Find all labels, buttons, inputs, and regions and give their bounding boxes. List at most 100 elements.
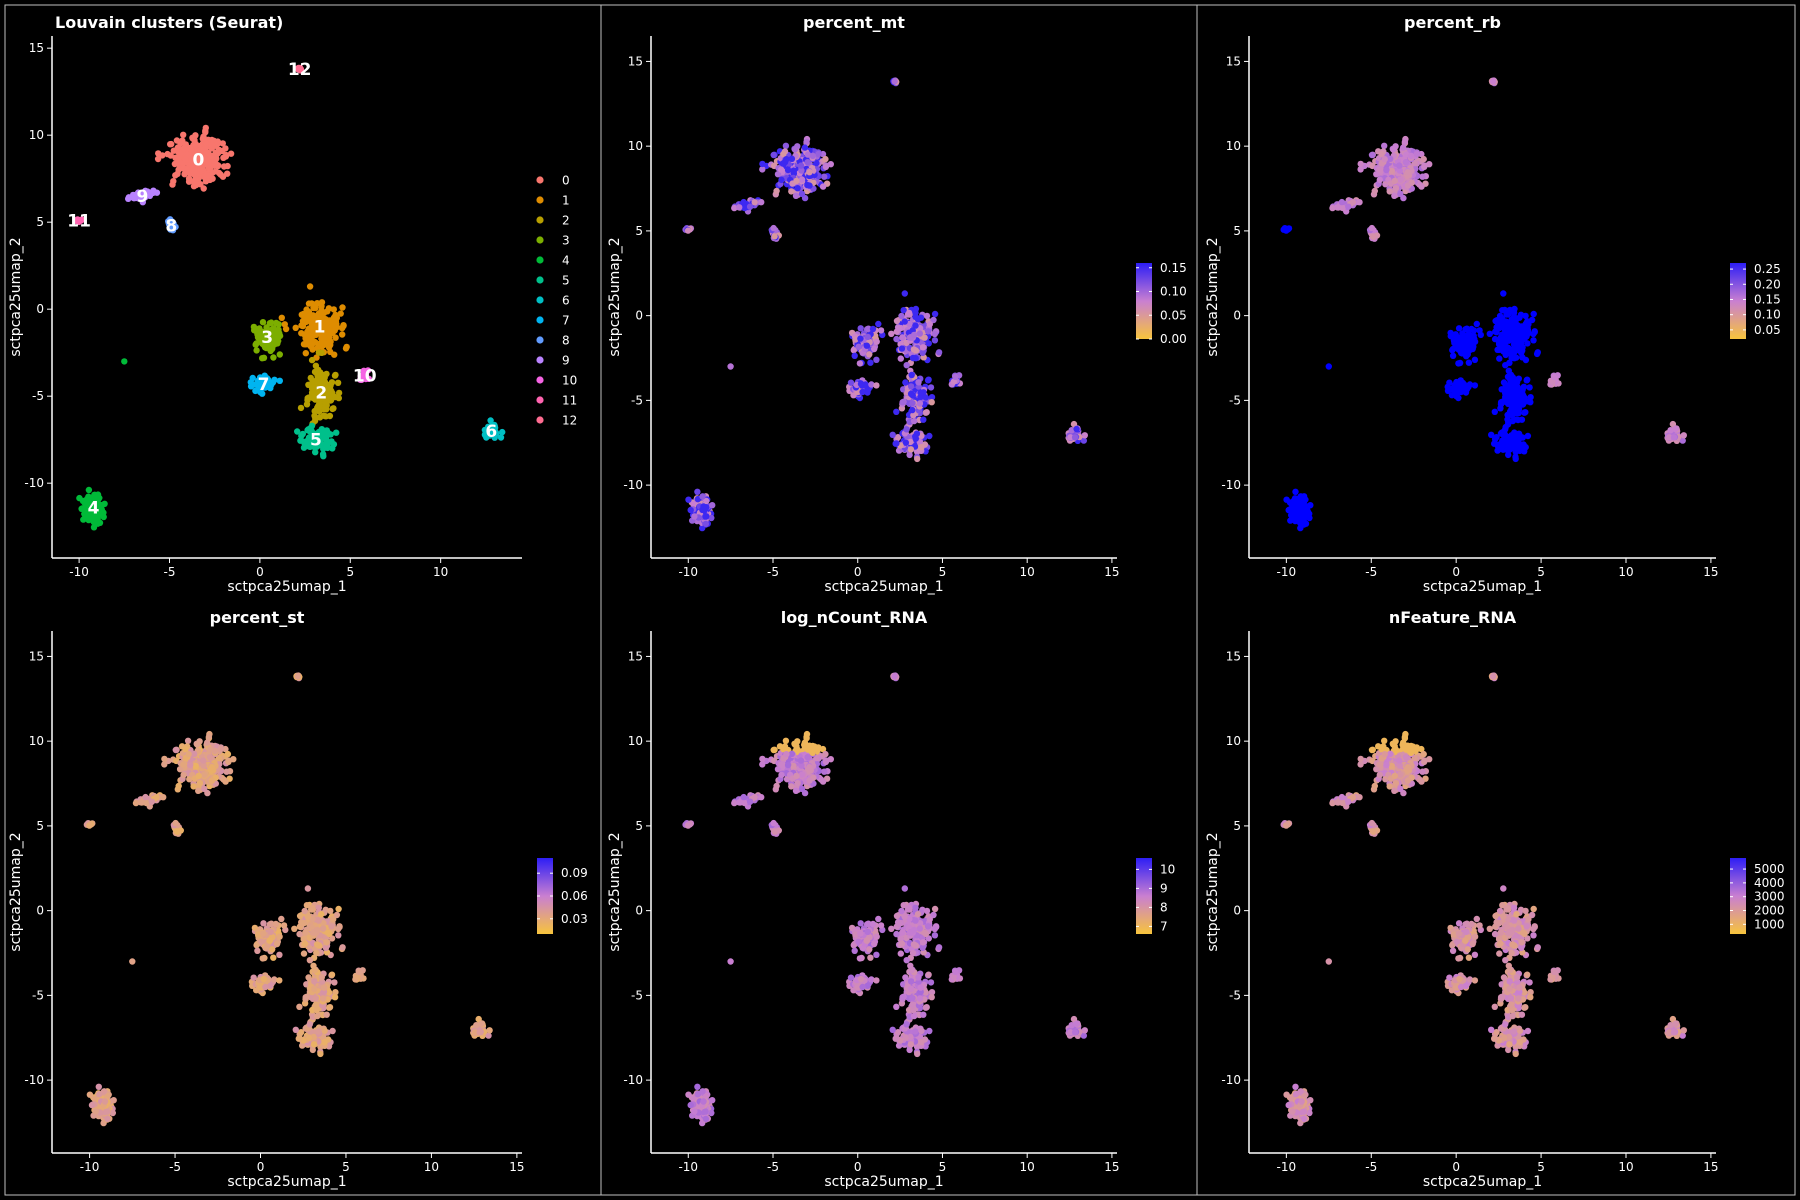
colorbar-tick-label: 0.15: [1160, 261, 1187, 275]
data-point: [1307, 502, 1314, 509]
legend-label: 1: [562, 194, 570, 208]
data-point: [266, 937, 273, 944]
legend-label: 5: [562, 274, 570, 288]
y-tick-label: -10: [623, 478, 643, 492]
data-point: [326, 412, 334, 420]
data-point: [788, 783, 795, 790]
data-point: [1081, 432, 1089, 439]
data-point: [81, 499, 88, 506]
data-point: [269, 946, 276, 953]
data-point: [1471, 356, 1479, 363]
x-tick-label: 15: [1703, 565, 1718, 579]
legend-label: 12: [562, 414, 577, 428]
data-point: [206, 754, 214, 761]
data-point: [311, 966, 319, 974]
legend-label: 10: [562, 374, 577, 388]
data-point: [1500, 379, 1508, 386]
data-point: [793, 772, 800, 780]
data-point: [856, 360, 864, 367]
data-point: [1368, 224, 1376, 232]
y-tick-label: 5: [635, 224, 643, 238]
data-point: [1515, 330, 1522, 337]
colorbar-tick-label: 0.05: [1754, 323, 1781, 337]
data-point: [782, 142, 790, 149]
data-point: [478, 1020, 485, 1028]
data-point: [1383, 166, 1390, 174]
data-point: [154, 155, 162, 163]
data-point: [223, 768, 230, 775]
data-point: [190, 783, 197, 790]
data-point: [898, 345, 906, 352]
data-point: [272, 920, 280, 928]
data-point: [325, 344, 333, 351]
data-point: [208, 764, 216, 771]
data-point: [1486, 330, 1494, 337]
x-tick-label: 5: [342, 1160, 350, 1174]
data-point: [1371, 187, 1379, 195]
colorbar-tick-label: 0.00: [1160, 332, 1187, 346]
data-point: [271, 376, 278, 383]
data-point: [205, 158, 212, 166]
data-point: [784, 166, 792, 174]
data-point: [187, 761, 194, 769]
data-point: [160, 794, 167, 801]
data-point: [893, 930, 900, 938]
data-point: [182, 156, 189, 163]
data-point: [1400, 144, 1407, 151]
data-point: [910, 331, 918, 339]
data-point: [1504, 309, 1511, 317]
x-tick-label: 15: [1104, 1160, 1119, 1174]
data-point: [212, 149, 219, 156]
data-point: [171, 160, 179, 168]
data-point: [257, 337, 264, 345]
data-point: [821, 173, 828, 180]
data-point: [736, 204, 743, 211]
data-point: [1507, 406, 1515, 414]
data-point: [928, 399, 935, 406]
data-point: [310, 1041, 318, 1048]
data-point: [899, 334, 906, 341]
data-point: [935, 349, 943, 356]
data-point: [1468, 325, 1475, 333]
data-point: [180, 771, 187, 779]
y-tick-label: 10: [29, 128, 44, 142]
data-point: [822, 163, 830, 171]
data-point: [298, 311, 305, 318]
data-point: [306, 283, 314, 290]
data-point: [192, 175, 199, 182]
data-point: [857, 380, 865, 388]
legend-label: 8: [562, 334, 570, 348]
data-point: [822, 155, 829, 163]
data-point: [1518, 349, 1525, 356]
data-point: [1456, 380, 1463, 388]
data-point: [869, 325, 877, 333]
data-point: [137, 799, 145, 806]
data-point: [806, 764, 813, 771]
colorbar-gradient: [1730, 263, 1746, 339]
data-point: [1530, 310, 1537, 318]
chart-title: log_nCount_RNA: [781, 608, 928, 627]
data-point: [267, 928, 274, 936]
data-point: [902, 974, 909, 981]
data-point: [1525, 321, 1532, 328]
data-point: [1496, 312, 1504, 320]
x-tick-label: 15: [509, 1160, 524, 1174]
data-point: [190, 750, 198, 757]
data-point: [302, 994, 309, 1001]
data-point: [1464, 351, 1472, 358]
data-point: [847, 379, 855, 386]
data-point: [200, 133, 207, 140]
data-point: [687, 506, 694, 514]
data-point: [224, 750, 232, 758]
data-point: [893, 408, 900, 415]
data-point: [332, 371, 339, 379]
cluster-label: 5: [310, 431, 322, 451]
data-point: [1509, 417, 1516, 425]
data-point: [1476, 327, 1483, 334]
data-point: [296, 912, 304, 920]
data-point: [197, 166, 204, 173]
data-point: [1339, 204, 1347, 212]
data-point: [1396, 162, 1403, 169]
data-point: [902, 379, 909, 386]
x-tick-label: -10: [80, 1160, 100, 1174]
